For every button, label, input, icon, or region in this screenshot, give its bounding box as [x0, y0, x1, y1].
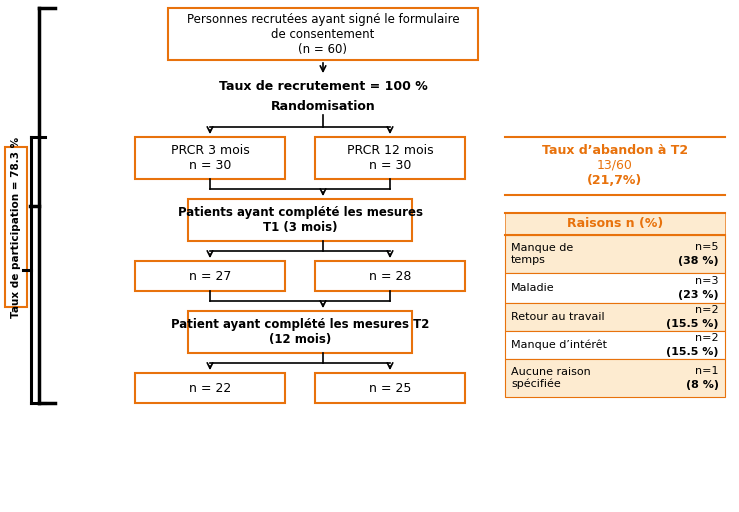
Text: PRCR 3 mois
n = 30: PRCR 3 mois n = 30 [171, 144, 249, 172]
Text: n = 27: n = 27 [188, 269, 231, 283]
FancyBboxPatch shape [505, 213, 725, 235]
Text: Retour au travail: Retour au travail [511, 312, 605, 322]
FancyBboxPatch shape [505, 273, 725, 303]
Text: n=1: n=1 [695, 366, 719, 376]
Text: n=2: n=2 [695, 305, 719, 315]
FancyBboxPatch shape [505, 303, 725, 331]
Text: n=3: n=3 [695, 276, 719, 286]
Text: (8 %): (8 %) [686, 380, 719, 390]
Text: temps: temps [511, 255, 546, 265]
FancyBboxPatch shape [135, 261, 285, 291]
FancyBboxPatch shape [135, 373, 285, 403]
FancyBboxPatch shape [505, 235, 725, 273]
FancyBboxPatch shape [168, 8, 478, 60]
FancyBboxPatch shape [505, 359, 725, 397]
Text: Taux d’abandon à T2: Taux d’abandon à T2 [542, 143, 688, 157]
Text: n = 25: n = 25 [369, 381, 411, 395]
Text: Manque de: Manque de [511, 243, 573, 253]
FancyBboxPatch shape [315, 261, 465, 291]
Text: Taux de recrutement = 100 %: Taux de recrutement = 100 % [219, 79, 427, 93]
Text: spécifiée: spécifiée [511, 379, 561, 389]
Text: (15.5 %): (15.5 %) [667, 319, 719, 329]
Text: Randomisation: Randomisation [270, 99, 375, 113]
Text: n=5: n=5 [695, 242, 719, 252]
Text: Manque d’intérêt: Manque d’intérêt [511, 340, 607, 350]
FancyBboxPatch shape [188, 199, 412, 241]
Text: (15.5 %): (15.5 %) [667, 347, 719, 357]
FancyBboxPatch shape [188, 311, 412, 353]
FancyBboxPatch shape [505, 331, 725, 359]
Text: Maladie: Maladie [511, 283, 555, 293]
FancyBboxPatch shape [315, 373, 465, 403]
Text: n = 22: n = 22 [189, 381, 231, 395]
FancyBboxPatch shape [135, 137, 285, 179]
Text: (38 %): (38 %) [678, 256, 719, 266]
Text: n=2: n=2 [695, 333, 719, 343]
Text: Raisons n (%): Raisons n (%) [567, 218, 663, 230]
Text: (23 %): (23 %) [678, 290, 719, 300]
Text: PRCR 12 mois
n = 30: PRCR 12 mois n = 30 [347, 144, 433, 172]
FancyBboxPatch shape [5, 147, 27, 307]
FancyBboxPatch shape [315, 137, 465, 179]
Text: n = 28: n = 28 [369, 269, 411, 283]
Text: Personnes recrutées ayant signé le formulaire
de consentement
(n = 60): Personnes recrutées ayant signé le formu… [187, 12, 460, 55]
Text: Aucune raison: Aucune raison [511, 367, 590, 377]
Text: 13/60: 13/60 [597, 159, 633, 172]
Text: (21,7%): (21,7%) [588, 175, 643, 187]
Text: Taux de participation = 78.3 %: Taux de participation = 78.3 % [11, 136, 21, 317]
Text: Patient ayant complété les mesures T2
(12 mois): Patient ayant complété les mesures T2 (1… [171, 318, 429, 346]
Text: Patients ayant complété les mesures
T1 (3 mois): Patients ayant complété les mesures T1 (… [177, 206, 423, 234]
